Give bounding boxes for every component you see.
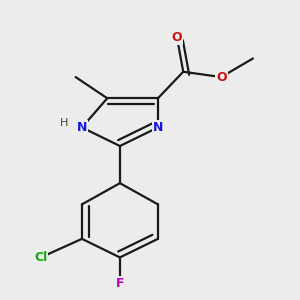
Text: Cl: Cl [34, 251, 47, 264]
Text: F: F [116, 278, 124, 290]
Text: N: N [153, 121, 163, 134]
Text: N: N [77, 121, 87, 134]
Text: H: H [60, 118, 69, 128]
Text: O: O [216, 70, 226, 84]
Text: O: O [172, 31, 182, 44]
